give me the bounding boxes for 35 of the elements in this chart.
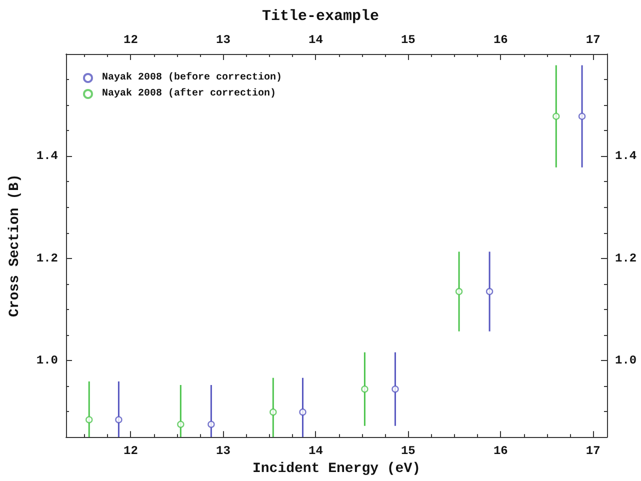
point: [392, 385, 399, 393]
x2-tick-label: 13: [216, 33, 230, 47]
x2-tick-label: 16: [493, 33, 508, 47]
point: [208, 420, 215, 428]
x2-tick-label: 17: [586, 33, 600, 47]
y2-tick-label: 1.4: [615, 149, 637, 164]
x2-tick-label: 14: [308, 33, 323, 47]
legend-label: Nayak 2008 (before correction): [102, 72, 282, 84]
point: [552, 112, 560, 120]
point: [486, 288, 494, 296]
point: [455, 288, 463, 296]
point: [578, 112, 586, 120]
y-axis-title: Cross Section (B): [7, 174, 23, 317]
x-tick-label: 17: [586, 444, 600, 458]
x-tick-label: 16: [493, 444, 508, 458]
point: [115, 416, 122, 424]
y2-tick-label: 1.0: [615, 353, 637, 368]
y-tick-label: 1.2: [36, 251, 58, 266]
point: [86, 416, 93, 424]
y2-tick-label: 1.2: [615, 251, 637, 266]
x2-tick-label: 12: [124, 33, 138, 47]
legend-label: Nayak 2008 (after correction): [102, 88, 276, 100]
chart-title: Title-example: [262, 8, 380, 25]
point: [177, 420, 184, 428]
point: [299, 408, 306, 416]
x-tick-label: 12: [124, 444, 138, 458]
y-tick-label: 1.4: [36, 149, 58, 164]
point: [270, 408, 277, 416]
x-tick-label: 14: [308, 444, 323, 458]
x-axis-title: Incident Energy (eV): [252, 461, 421, 477]
y-tick-label: 1.0: [36, 353, 58, 368]
x2-tick-label: 15: [400, 33, 416, 47]
point: [361, 385, 368, 393]
x-tick-label: 15: [400, 444, 416, 458]
x-tick-label: 13: [216, 444, 230, 458]
